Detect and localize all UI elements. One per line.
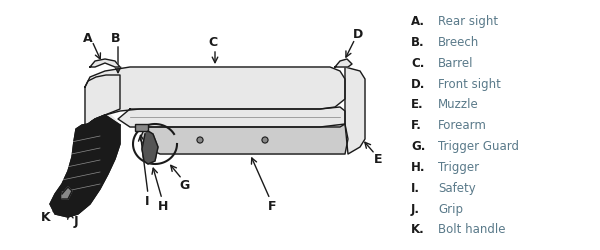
- Text: Breech: Breech: [438, 36, 479, 49]
- Text: A: A: [83, 31, 93, 44]
- Text: A.: A.: [411, 15, 425, 28]
- Text: D: D: [353, 28, 363, 41]
- Polygon shape: [90, 60, 120, 68]
- Text: J: J: [74, 215, 79, 228]
- Text: E: E: [374, 153, 382, 166]
- Text: B.: B.: [411, 36, 425, 49]
- Circle shape: [197, 138, 203, 143]
- Text: H: H: [158, 200, 168, 213]
- Text: Forearm: Forearm: [438, 119, 487, 132]
- Text: Safety: Safety: [438, 181, 476, 194]
- Polygon shape: [78, 76, 120, 169]
- Polygon shape: [50, 116, 120, 217]
- Polygon shape: [62, 187, 72, 199]
- Polygon shape: [142, 132, 158, 164]
- Text: Front sight: Front sight: [438, 77, 501, 90]
- Polygon shape: [335, 60, 352, 68]
- Text: J.: J.: [411, 202, 420, 215]
- Text: Rear sight: Rear sight: [438, 15, 498, 28]
- Text: D.: D.: [411, 77, 425, 90]
- Polygon shape: [135, 124, 148, 132]
- Text: K.: K.: [411, 222, 425, 235]
- Text: Grip: Grip: [438, 202, 463, 215]
- Text: Bolt handle: Bolt handle: [438, 222, 506, 235]
- Text: I: I: [145, 195, 149, 208]
- Polygon shape: [140, 124, 348, 154]
- Text: I.: I.: [411, 181, 420, 194]
- Text: G.: G.: [411, 140, 425, 152]
- Polygon shape: [345, 68, 365, 154]
- Text: F.: F.: [411, 119, 422, 132]
- Text: C: C: [208, 36, 218, 49]
- Text: B: B: [111, 31, 121, 44]
- Polygon shape: [85, 68, 345, 130]
- Text: H.: H.: [411, 160, 425, 173]
- Text: F: F: [268, 200, 276, 213]
- Circle shape: [262, 138, 268, 143]
- Text: G: G: [180, 179, 190, 192]
- Text: Barrel: Barrel: [438, 56, 473, 70]
- Polygon shape: [118, 108, 345, 128]
- Text: C.: C.: [411, 56, 424, 70]
- Text: Muzzle: Muzzle: [438, 98, 479, 111]
- Text: Trigger: Trigger: [438, 160, 479, 173]
- Text: Trigger Guard: Trigger Guard: [438, 140, 519, 152]
- Text: K: K: [41, 211, 51, 224]
- Text: E.: E.: [411, 98, 424, 111]
